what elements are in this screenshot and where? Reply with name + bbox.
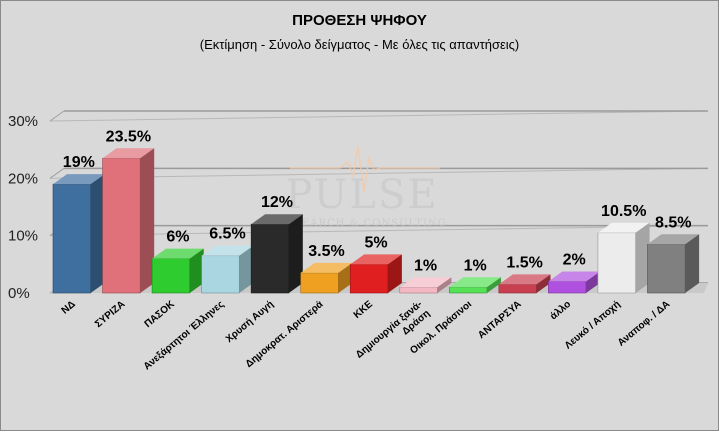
bar-front (349, 264, 389, 294)
category-label: ΝΔ (60, 299, 78, 317)
bar-top (251, 214, 303, 225)
bar-side (288, 214, 303, 293)
bar-side (536, 274, 551, 293)
bar-top (152, 248, 204, 259)
bar-top (449, 277, 501, 288)
gridline-edge (49, 110, 65, 122)
data-labels: 19% 23.5% 6% 6.5% 12% 3.5% 5% 1% 1% 1.5% 2% 10.5% 8.… (63, 128, 692, 274)
bar (52, 174, 105, 294)
chart-subtitle: (Εκτίμηση - Σύνολο δείγματος - Με όλες τ… (199, 37, 520, 52)
bar-side (635, 222, 650, 293)
bar (349, 254, 402, 294)
data-label: 6% (166, 229, 189, 246)
bar (201, 245, 254, 294)
bar-top (201, 245, 254, 256)
bar (250, 214, 303, 294)
bar-side (338, 262, 353, 293)
bar-front (597, 232, 636, 294)
data-label: 19% (63, 154, 95, 171)
category-label: ΑΝΤΑΡΣΥΑ (476, 299, 523, 341)
bar-top (647, 234, 700, 245)
data-label: 1.5% (506, 254, 542, 271)
gridline-depth (49, 167, 709, 179)
bar (102, 148, 155, 294)
bar (300, 262, 353, 294)
y-tick-label: 20% (8, 170, 38, 187)
bar-front (498, 284, 537, 294)
y-tick-label: 30% (8, 113, 38, 130)
bar-front (449, 286, 488, 294)
bar (498, 274, 551, 294)
bar-side (486, 277, 501, 293)
data-label: 8.5% (655, 214, 691, 231)
category-label: Ανεξάρτητοι Έλληνες (142, 299, 227, 373)
bar (151, 248, 204, 294)
bar (449, 277, 501, 294)
gridline-depth (49, 110, 709, 122)
data-label: 5% (364, 234, 387, 251)
watermark-tagline: RESEARCH & CONSULTING (277, 218, 446, 229)
bar-top (548, 271, 601, 282)
bar-front (102, 157, 141, 294)
bar-side (387, 254, 402, 293)
category-label: ΣΥΡΙΖΑ (93, 299, 127, 330)
bar-side (685, 234, 700, 293)
bar (548, 271, 601, 294)
category-label: ΚΚΕ (352, 299, 375, 321)
category-label: άλλο (548, 299, 573, 322)
bar (647, 234, 700, 294)
y-tick-label: 10% (8, 228, 38, 245)
bar-side (239, 245, 254, 293)
y-tick-label: 0% (8, 285, 30, 302)
bar-side (586, 271, 601, 293)
bar-front (250, 223, 290, 294)
bar-side (437, 277, 452, 293)
category-label: Χρυσή Αυγή (224, 299, 276, 345)
bar (399, 277, 452, 294)
bar-top (53, 174, 105, 185)
data-label: 1% (414, 257, 437, 274)
bar-front (300, 272, 339, 294)
data-label: 23.5% (106, 128, 151, 145)
watermark-pulse-line-icon (290, 145, 440, 193)
data-label: 2% (563, 252, 586, 269)
category-label: ΠΑΣΟΚ (143, 298, 178, 330)
bar-side (90, 174, 105, 293)
chart-title: ΠΡΟΘΕΣΗ ΨΗΦΟΥ (292, 12, 427, 29)
bar-front (201, 255, 240, 294)
bar-side (189, 248, 204, 293)
bar-side (140, 148, 155, 293)
bar (597, 222, 650, 294)
bar-top (350, 254, 402, 265)
category-label: Αναποφ. / ΔΑ (616, 299, 672, 349)
bars (52, 148, 700, 294)
data-label: 6.5% (209, 226, 245, 243)
bar-front (52, 183, 91, 294)
data-label: 3.5% (308, 243, 344, 260)
bar-front (647, 243, 686, 294)
gridline-edge (49, 167, 65, 179)
bar-front (151, 258, 191, 294)
bar-top (498, 274, 551, 285)
y-axis-ticks: 0% 10% 20% 30% (8, 113, 38, 302)
bar-front (399, 286, 438, 294)
data-label: 1% (464, 257, 487, 274)
pulse-watermark: PULSE RESEARCH & CONSULTING (277, 145, 446, 229)
data-label: 12% (261, 194, 293, 211)
gridline-depth (49, 225, 709, 237)
watermark-brand: PULSE (285, 172, 438, 218)
data-label: 10.5% (601, 203, 646, 220)
bar-top (597, 222, 650, 233)
bar-top (300, 262, 353, 273)
bar-front (548, 281, 587, 294)
bar-top (102, 148, 155, 159)
bar-top (399, 277, 452, 288)
